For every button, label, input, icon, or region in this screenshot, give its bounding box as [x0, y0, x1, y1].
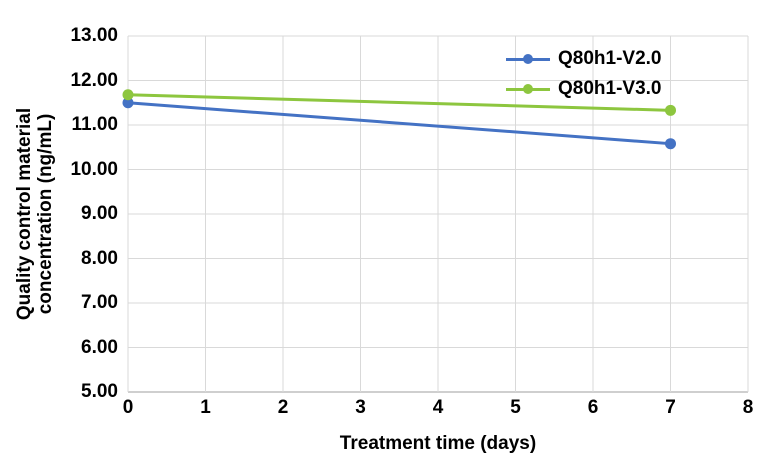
- legend-entry-Q80h1-V3.0: Q80h1-V3.0: [506, 74, 662, 104]
- legend-line-marker-icon: [506, 84, 550, 94]
- legend-marker-dot: [523, 84, 533, 94]
- y-tick-label: 5.00: [81, 381, 118, 402]
- data-point-Q80h1-V2.0-day7: [665, 138, 676, 150]
- x-axis-title: Treatment time (days): [339, 433, 537, 454]
- x-tick-label: 5: [510, 397, 521, 418]
- y-tick-label: 12.00: [70, 69, 118, 91]
- y-axis-title: Quality control material concentration (…: [14, 4, 58, 424]
- y-tick-label: 11.00: [71, 114, 119, 135]
- legend-label: Q80h1-V3.0: [558, 78, 662, 99]
- x-tick-label: 0: [122, 397, 134, 418]
- chart-legend: Q80h1-V2.0 Q80h1-V3.0: [506, 44, 662, 104]
- y-tick-label: 6.00: [81, 336, 118, 358]
- series-line-Q80h1-V3.0: [126, 93, 672, 112]
- data-point-Q80h1-V2.0-day0: [122, 97, 134, 109]
- y-tick-label: 10.00: [70, 158, 118, 180]
- x-tick-label: 8: [742, 397, 754, 418]
- legend-label: Q80h1-V2.0: [558, 48, 662, 69]
- legend-entry-Q80h1-V2.0: Q80h1-V2.0: [506, 44, 662, 74]
- legend-line-marker-icon: [506, 54, 550, 64]
- x-tick-label: 6: [587, 397, 599, 418]
- y-tick-label: 9.00: [81, 203, 118, 224]
- y-tick-label: 7.00: [81, 292, 118, 313]
- y-tick-label: 8.00: [81, 247, 118, 269]
- legend-marker-dot: [523, 54, 533, 64]
- series-line-Q80h1-V2.0: [126, 101, 672, 146]
- x-tick-label: 4: [432, 397, 444, 418]
- x-tick-label: 3: [355, 397, 366, 418]
- y-axis-title-line1: Quality control material: [14, 107, 35, 321]
- x-tick-label: 1: [200, 397, 211, 418]
- y-axis-title-line2: concentration (ng/mL): [35, 113, 56, 315]
- data-point-Q80h1-V3.0-day0: [122, 89, 134, 101]
- x-tick-label: 2: [277, 397, 289, 418]
- data-point-Q80h1-V3.0-day7: [665, 104, 676, 116]
- y-tick-label: 13.00: [70, 25, 118, 46]
- x-tick-label: 7: [665, 397, 676, 418]
